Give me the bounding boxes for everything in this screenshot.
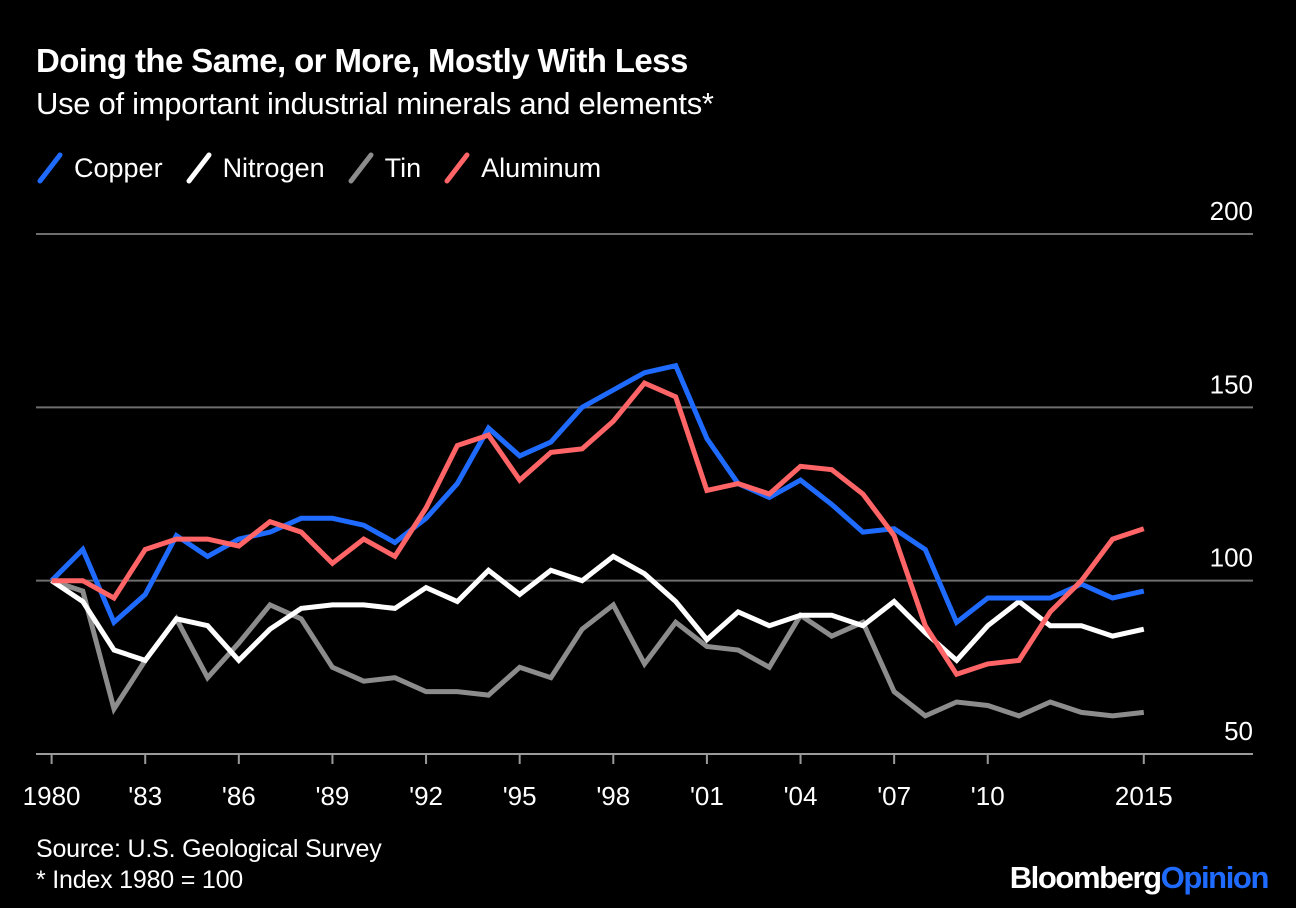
legend-label-aluminum: Aluminum — [481, 152, 602, 183]
x-tick-label: '89 — [316, 781, 350, 811]
legend-swatch-line — [37, 152, 63, 184]
series-line-aluminum — [51, 380, 1145, 678]
bloomberg-opinion-logo: BloombergOpinion — [1009, 860, 1270, 896]
series-line-nitrogen — [50, 553, 1145, 665]
logo-brand: Bloomberg — [1009, 860, 1162, 895]
legend-swatch-nitrogen — [186, 152, 212, 184]
y-tick-label: 200 — [1210, 196, 1253, 226]
x-tick-label: '95 — [503, 781, 537, 811]
x-tick-label: '92 — [409, 781, 443, 811]
y-tick-label: 150 — [1210, 369, 1253, 399]
legend-swatch-line — [348, 152, 374, 184]
legend-item-aluminum: Aluminum — [443, 151, 601, 185]
chart-subtitle: Use of important industrial minerals and… — [36, 86, 714, 121]
y-tick-label: 50 — [1224, 716, 1253, 746]
x-tick-label: '98 — [596, 781, 630, 811]
legend-label-tin: Tin — [384, 152, 422, 183]
source-note: Source: U.S. Geological Survey * Index 1… — [36, 834, 382, 896]
source-text: Source: U.S. Geological Survey — [36, 835, 382, 863]
x-tick-label: '07 — [877, 781, 911, 811]
legend-item-copper: Copper — [36, 151, 163, 185]
index-footnote: * Index 1980 = 100 — [36, 866, 243, 894]
legend-label-copper: Copper — [74, 152, 163, 183]
x-tick-label: 2015 — [1115, 781, 1173, 811]
x-tick-label: '01 — [690, 781, 724, 811]
x-tick-label: '10 — [971, 781, 1005, 811]
legend-swatch-line — [186, 152, 212, 184]
x-tick-label: '86 — [222, 781, 256, 811]
x-tick-label: 1980 — [23, 781, 81, 811]
series-line-tin — [50, 578, 1145, 719]
x-tick-label: '04 — [784, 781, 818, 811]
series-line-copper — [49, 362, 1145, 627]
y-tick-label: 100 — [1210, 543, 1253, 573]
legend-swatch-aluminum — [444, 152, 470, 184]
logo-section: Opinion — [1160, 860, 1270, 895]
legend-swatch-tin — [348, 152, 374, 184]
chart-title: Doing the Same, or More, Mostly With Les… — [36, 42, 688, 79]
legend: Copper Nitrogen Tin Aluminum — [36, 150, 623, 186]
x-tick-label: '83 — [128, 781, 162, 811]
legend-swatch-copper — [37, 152, 63, 184]
legend-item-nitrogen: Nitrogen — [185, 151, 325, 185]
legend-item-tin: Tin — [347, 151, 422, 185]
legend-label-nitrogen: Nitrogen — [222, 152, 325, 183]
legend-swatch-line — [444, 152, 470, 184]
